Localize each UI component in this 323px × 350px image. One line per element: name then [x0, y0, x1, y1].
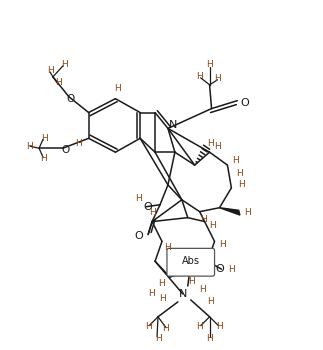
Text: H: H — [155, 334, 162, 343]
Text: H: H — [206, 334, 213, 343]
Text: H: H — [228, 265, 235, 274]
Text: H: H — [188, 276, 195, 286]
Text: N: N — [169, 120, 177, 131]
Text: H: H — [207, 298, 214, 306]
Text: H: H — [214, 74, 221, 83]
Text: H: H — [41, 134, 47, 143]
Text: H: H — [199, 285, 206, 294]
Text: H: H — [165, 243, 171, 252]
Text: H: H — [56, 78, 62, 87]
Text: H: H — [214, 142, 221, 151]
Text: H: H — [196, 72, 203, 81]
Text: H: H — [196, 322, 203, 331]
Text: O: O — [144, 202, 152, 212]
Text: Abs: Abs — [182, 256, 200, 266]
Text: H: H — [200, 215, 207, 224]
Text: H: H — [236, 168, 243, 177]
Text: H: H — [206, 61, 213, 69]
Text: N: N — [179, 289, 187, 299]
Text: H: H — [232, 156, 239, 164]
Text: H: H — [159, 279, 165, 288]
FancyBboxPatch shape — [167, 248, 214, 276]
Text: H: H — [61, 61, 68, 69]
Text: H: H — [244, 208, 251, 217]
Polygon shape — [220, 208, 240, 215]
Text: H: H — [75, 139, 82, 148]
Text: H: H — [216, 322, 223, 331]
Text: H: H — [26, 142, 33, 151]
Text: O: O — [135, 231, 143, 242]
Text: O: O — [67, 94, 75, 104]
Text: H: H — [162, 324, 169, 333]
Text: O: O — [62, 145, 70, 155]
Text: H: H — [114, 84, 121, 93]
Text: H: H — [160, 294, 166, 303]
Text: H: H — [219, 240, 226, 249]
Text: O: O — [240, 98, 249, 108]
Text: H: H — [238, 180, 245, 189]
Text: H: H — [145, 322, 151, 331]
Text: H: H — [47, 66, 54, 75]
Text: H: H — [135, 194, 141, 203]
Text: H: H — [209, 221, 216, 230]
Text: H: H — [148, 289, 154, 299]
Text: H: H — [149, 208, 155, 217]
Text: H: H — [40, 154, 47, 163]
Text: H: H — [207, 139, 214, 148]
Text: O: O — [215, 264, 224, 274]
